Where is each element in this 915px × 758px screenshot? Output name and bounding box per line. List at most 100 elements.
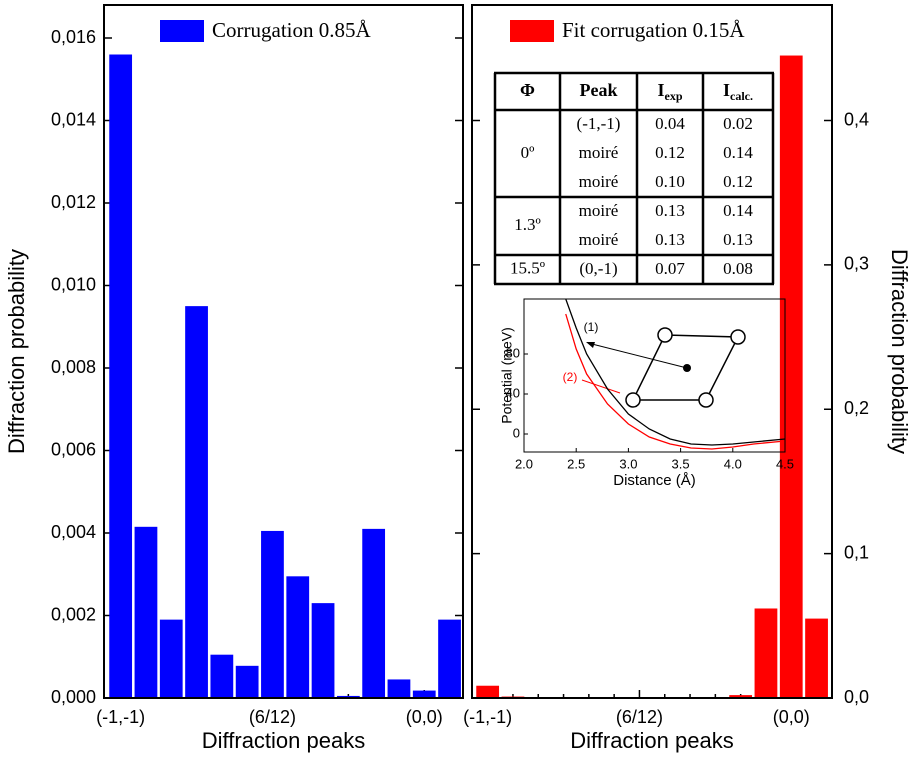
inset-frame bbox=[523, 298, 786, 453]
header-subscript: calc. bbox=[730, 89, 753, 103]
table-header: Iexp bbox=[657, 80, 682, 103]
legend-swatch bbox=[510, 20, 554, 42]
x-tick-label: 3.0 bbox=[619, 456, 637, 471]
header-text: I bbox=[657, 80, 664, 100]
table-cell: 15.5º bbox=[510, 258, 545, 277]
bar bbox=[438, 619, 461, 698]
table-cell: (0,-1) bbox=[579, 259, 617, 278]
table-cell: 0.08 bbox=[723, 259, 753, 278]
y-tick-label: 0,010 bbox=[51, 274, 96, 294]
y-tick-label: 40 bbox=[506, 385, 520, 400]
y-tick-label: 0,000 bbox=[51, 687, 96, 707]
header-subscript: exp bbox=[665, 89, 683, 103]
x-axis-title: Distance (Å) bbox=[613, 472, 696, 489]
table-cell: moiré bbox=[579, 230, 619, 249]
table-cell: 0.10 bbox=[655, 172, 685, 191]
x-tick-label: 2.5 bbox=[567, 456, 585, 471]
plot-frame bbox=[471, 4, 833, 699]
x-axis-title: Diffraction peaks bbox=[570, 728, 733, 753]
atom bbox=[698, 392, 714, 408]
y-axis-title: Diffraction probability bbox=[887, 249, 912, 454]
table-cell: 0.04 bbox=[655, 114, 685, 133]
table-cell: 0.07 bbox=[655, 259, 685, 278]
table-cell: 1.3º bbox=[514, 215, 541, 234]
table-cell: 0.13 bbox=[655, 201, 685, 220]
table-cell: 0.12 bbox=[723, 172, 753, 191]
bar bbox=[336, 695, 360, 698]
y-tick-label: 0,4 bbox=[844, 109, 869, 129]
table-cell: 0.12 bbox=[655, 143, 685, 162]
x-tick-label: (6/12) bbox=[249, 707, 296, 727]
table-header: Icalc. bbox=[723, 80, 753, 103]
table-cell: 0.14 bbox=[723, 143, 753, 162]
pointer bbox=[581, 379, 621, 394]
y-tick-label: 0,0 bbox=[844, 687, 869, 707]
bar bbox=[134, 526, 158, 698]
table-header: Φ bbox=[520, 80, 535, 100]
table-cell: 0.13 bbox=[655, 230, 685, 249]
table-cell: 0.02 bbox=[723, 114, 753, 133]
table-cell: moiré bbox=[579, 201, 619, 220]
bar bbox=[185, 306, 208, 698]
table-bg bbox=[495, 73, 773, 285]
y-tick-label: 0,012 bbox=[51, 192, 96, 212]
legend-label: Fit corrugation 0.15Å bbox=[562, 18, 745, 42]
bar bbox=[261, 530, 284, 698]
arrow bbox=[587, 342, 688, 369]
x-tick-label: (6/12) bbox=[616, 707, 663, 727]
x-tick-label: 3.5 bbox=[672, 456, 690, 471]
bar bbox=[286, 576, 310, 698]
legend-label: Corrugation 0.85Å bbox=[212, 18, 371, 42]
table-cell: moiré bbox=[579, 172, 619, 191]
x-tick-label: 4.0 bbox=[724, 456, 742, 471]
curve-label: (2) bbox=[563, 370, 578, 384]
x-tick-label: (-1,-1) bbox=[463, 707, 512, 727]
curve bbox=[565, 299, 785, 446]
y-tick-label: 0,1 bbox=[844, 542, 869, 562]
y-tick-label: 0,2 bbox=[844, 398, 869, 418]
bar bbox=[805, 618, 828, 698]
bar bbox=[109, 54, 133, 698]
y-tick-label: 0,3 bbox=[844, 254, 869, 274]
y-tick-label: 0,002 bbox=[51, 604, 96, 624]
bar bbox=[387, 679, 411, 698]
y-tick-label: 0,004 bbox=[51, 522, 96, 542]
atom bbox=[730, 329, 746, 345]
header-text: Peak bbox=[580, 80, 618, 100]
x-tick-label: (0,0) bbox=[773, 707, 810, 727]
x-tick-label: (0,0) bbox=[406, 707, 443, 727]
plot-frame bbox=[103, 4, 464, 699]
curve-label: (1) bbox=[584, 320, 599, 334]
bar bbox=[476, 685, 500, 698]
legend-swatch bbox=[160, 20, 204, 42]
y-axis-title: Potential (meV) bbox=[499, 327, 515, 423]
bar bbox=[210, 654, 234, 698]
bar bbox=[159, 619, 183, 698]
bar bbox=[779, 55, 803, 698]
table-header: Peak bbox=[580, 80, 618, 100]
y-tick-label: 0,016 bbox=[51, 27, 96, 47]
table-cell: 0.14 bbox=[723, 201, 753, 220]
table-cell: moiré bbox=[579, 143, 619, 162]
table-cell: (-1,-1) bbox=[577, 114, 621, 133]
table-cell: 0º bbox=[521, 143, 535, 162]
y-tick-label: 0,014 bbox=[51, 109, 96, 129]
atom bbox=[625, 392, 641, 408]
x-tick-label: 2.0 bbox=[515, 456, 533, 471]
bar bbox=[729, 695, 753, 698]
curve bbox=[565, 313, 785, 450]
table-cell: 0.13 bbox=[723, 230, 753, 249]
bar bbox=[754, 608, 778, 698]
x-tick-label: (-1,-1) bbox=[96, 707, 145, 727]
y-tick-label: 80 bbox=[506, 345, 520, 360]
y-tick-label: 0,008 bbox=[51, 357, 96, 377]
bar bbox=[311, 603, 335, 698]
x-axis-title: Diffraction peaks bbox=[202, 728, 365, 753]
header-text: Φ bbox=[520, 80, 535, 100]
bar bbox=[235, 665, 259, 698]
bar bbox=[362, 528, 386, 698]
y-axis-title: Diffraction probability bbox=[4, 249, 29, 454]
x-tick-label: 4.5 bbox=[776, 456, 794, 471]
y-tick-label: 0,006 bbox=[51, 439, 96, 459]
